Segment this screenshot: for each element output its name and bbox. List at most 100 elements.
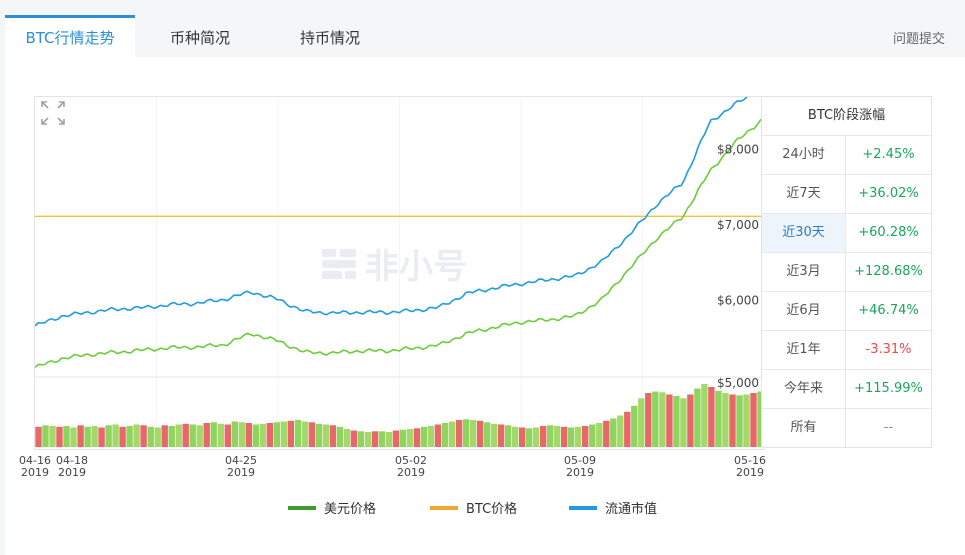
volume-bar: [378, 431, 386, 448]
legend-market-cap[interactable]: 流通市值: [569, 498, 657, 517]
volume-bar: [287, 420, 294, 448]
volume-bar: [49, 426, 56, 447]
volume-bar: [512, 426, 519, 448]
volume-bar: [533, 427, 540, 447]
volume-bar: [280, 421, 287, 447]
volume-bar: [98, 427, 105, 447]
volume-bar: [63, 426, 70, 447]
stats-row-6: 今年来 +115.99%: [762, 370, 931, 409]
volume-bar: [455, 420, 463, 447]
volume-bar: [336, 426, 344, 448]
volume-bar: [547, 425, 554, 448]
volume-bar: [210, 422, 217, 448]
volume-bar: [308, 422, 316, 448]
volume-bar: [659, 392, 666, 448]
volume-bar: [722, 393, 729, 447]
volume-bar: [406, 429, 414, 447]
volume-bar: [729, 394, 736, 447]
legend-usd-price[interactable]: 美元价格: [288, 498, 376, 517]
volume-bar: [266, 423, 273, 447]
legend-btc-price[interactable]: BTC价格: [430, 498, 517, 517]
volume-bar: [35, 426, 42, 448]
stats-period-label: 所有: [762, 409, 846, 447]
volume-bar: [203, 423, 210, 447]
legend-swatch: [288, 505, 316, 510]
volume-bar: [490, 423, 498, 448]
volume-bar: [119, 426, 126, 448]
volume-bar: [610, 418, 617, 447]
volume-bar: [42, 425, 49, 448]
volume-bar: [652, 391, 659, 447]
volume-bar: [673, 396, 680, 447]
report-issue-link[interactable]: 问题提交: [892, 32, 945, 47]
volume-bar: [399, 429, 407, 448]
volume-bar: [596, 423, 603, 447]
stats-row-0: 24小时 +2.45%: [762, 136, 931, 175]
stats-period-label: 近3月: [762, 253, 846, 291]
volume-bar: [217, 423, 224, 448]
volume-bar: [568, 427, 575, 447]
volume-bar: [680, 398, 687, 448]
stats-row-5: 近1年 -3.31%: [762, 331, 931, 370]
volume-bar: [133, 424, 140, 447]
volume-bar: [329, 425, 337, 448]
volume-bar: [540, 426, 547, 447]
stats-change-value: +128.68%: [854, 264, 923, 279]
volume-bar: [526, 428, 533, 448]
x-axis: 04-16201904-18201904-25201905-02201905-0…: [19, 454, 766, 479]
expand-icon[interactable]: [40, 100, 66, 126]
stats-row-1: 近7天 +36.02%: [762, 175, 931, 214]
x-tick-label: 04-16: [19, 454, 51, 467]
x-tick-label: 04-18: [56, 454, 88, 467]
volume-bar: [624, 411, 631, 448]
volume-bar: [483, 422, 491, 448]
volume-bar: [561, 426, 568, 448]
volume-bar: [112, 424, 119, 447]
y-tick-label: $5,000: [717, 376, 759, 390]
volume-bar: [231, 421, 238, 447]
volume-bar: [434, 424, 442, 447]
volume-bar: [448, 421, 456, 447]
volume-bar: [168, 426, 175, 447]
tab-btc-market[interactable]: BTC行情走势: [5, 15, 135, 57]
volume-bar: [476, 420, 484, 448]
x-tick-label: 05-09: [564, 454, 596, 467]
x-tick-label: 04-25: [225, 454, 257, 467]
market-cap-series: [35, 97, 748, 327]
tab-coin-overview[interactable]: 币种简况: [169, 29, 230, 47]
x-tick-label: 2019: [736, 466, 764, 479]
volume-bar: [736, 395, 743, 447]
volume-bar: [497, 424, 505, 447]
x-tick-label: 2019: [227, 466, 255, 479]
volume-bar: [617, 415, 624, 447]
volume-bar: [645, 393, 652, 447]
stats-row-7: 所有 --: [762, 409, 931, 447]
volume-bar: [196, 425, 203, 448]
stats-change-value: +36.02%: [858, 186, 919, 201]
x-tick-label: 2019: [21, 466, 49, 479]
volume-bar: [441, 423, 449, 447]
volume-bar: [631, 405, 638, 448]
stats-period-label: 近1年: [762, 331, 846, 369]
stats-period-label: 今年来: [762, 370, 846, 408]
volume-bar: [147, 426, 154, 448]
volume-bar: [161, 425, 168, 448]
volume-bar: [301, 421, 309, 447]
volume-bar: [273, 422, 280, 448]
volume-bar: [413, 428, 421, 448]
volume-bar: [364, 432, 372, 447]
price-chart[interactable]: 非小号 $5,000 $6,000 $7,000 $8,000: [34, 96, 765, 450]
volume-bar: [757, 391, 764, 447]
volume-bar: [715, 390, 722, 448]
volume-bar: [294, 420, 302, 447]
volume-bar: [582, 426, 589, 447]
y-tick-label: $7,000: [717, 218, 759, 232]
volume-bar: [575, 426, 582, 448]
volume-bar: [91, 426, 98, 447]
volume-bar: [469, 420, 477, 447]
x-tick-label: 05-02: [395, 454, 427, 467]
volume-bar: [427, 426, 435, 447]
volume-bar: [224, 424, 231, 447]
tab-holdings[interactable]: 持币情况: [299, 29, 360, 47]
volume-bar: [371, 431, 379, 448]
